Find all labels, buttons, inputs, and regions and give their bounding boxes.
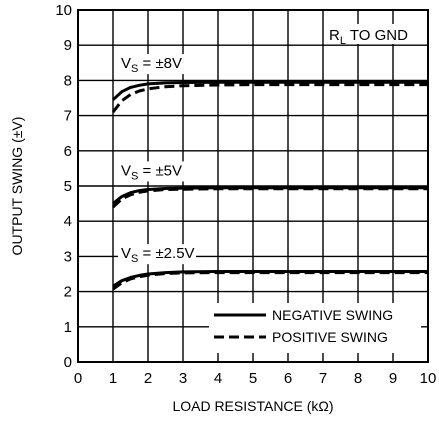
x-tick-label: 5 <box>249 370 257 387</box>
y-tick-label: 7 <box>64 108 72 125</box>
y-tick-label: 3 <box>64 248 72 265</box>
x-tick-label: 7 <box>319 370 327 387</box>
x-tick-label: 4 <box>214 370 222 387</box>
y-tick-label: 9 <box>64 37 72 54</box>
x-tick-label: 9 <box>389 370 397 387</box>
curve-label-group-0: VS = ±8V <box>121 55 182 75</box>
legend-entry-label: POSITIVE SWING <box>272 329 388 345</box>
curve-label-group-0-subscript: S <box>131 63 138 75</box>
note-text-main: R <box>329 27 340 44</box>
curve-label-group-0-rest: = ±8V <box>138 55 182 72</box>
curve-label-group-0-main: V <box>121 55 131 72</box>
curve-label-group-1: VS = ±5V <box>121 162 182 182</box>
y-tick-label: 8 <box>64 72 72 89</box>
curve-label-group-2-subscript: S <box>131 253 138 265</box>
x-tick-label: 1 <box>109 370 117 387</box>
curve-label-group-1-main: V <box>121 162 131 179</box>
rl-to-gnd-note: RL TO GND <box>324 24 416 47</box>
curve-label-group-2-main: V <box>121 245 131 262</box>
x-tick-label: 8 <box>354 370 362 387</box>
y-tick-label: 4 <box>64 213 72 230</box>
curve-label-group-1-subscript: S <box>131 170 138 182</box>
y-tick-label: 2 <box>64 284 72 301</box>
legend-entry-label: NEGATIVE SWING <box>272 307 393 323</box>
x-tick-label: 0 <box>74 370 82 387</box>
y-tick-label: 0 <box>64 354 72 371</box>
positive-swing-line-1 <box>113 189 428 207</box>
x-tick-label: 10 <box>420 370 437 387</box>
y-tick-label: 6 <box>64 143 72 160</box>
y-tick-label: 5 <box>64 178 72 195</box>
positive-swing-line-0 <box>113 85 428 113</box>
legend: NEGATIVE SWING POSITIVE SWING <box>209 303 421 353</box>
y-tick-labels: 0 1 2 3 4 5 6 7 8 9 10 <box>55 2 72 371</box>
x-tick-label: 3 <box>179 370 187 387</box>
x-tick-label: 2 <box>144 370 152 387</box>
x-tick-labels: 0 1 2 3 4 5 6 7 8 9 10 <box>74 370 437 387</box>
curve-label-group-2-rest: = ±2.5V <box>138 245 194 262</box>
y-axis-label: OUTPUT SWING (±V) <box>9 117 25 256</box>
y-tick-label: 1 <box>64 319 72 336</box>
curve-label-group-1-rest: = ±5V <box>138 162 182 179</box>
note-text-rest: TO GND <box>346 27 408 44</box>
x-axis-label: LOAD RESISTANCE (kΩ) <box>172 398 333 414</box>
positive-swing-line-2 <box>113 273 428 290</box>
y-tick-label: 10 <box>55 2 72 19</box>
x-tick-label: 6 <box>284 370 292 387</box>
